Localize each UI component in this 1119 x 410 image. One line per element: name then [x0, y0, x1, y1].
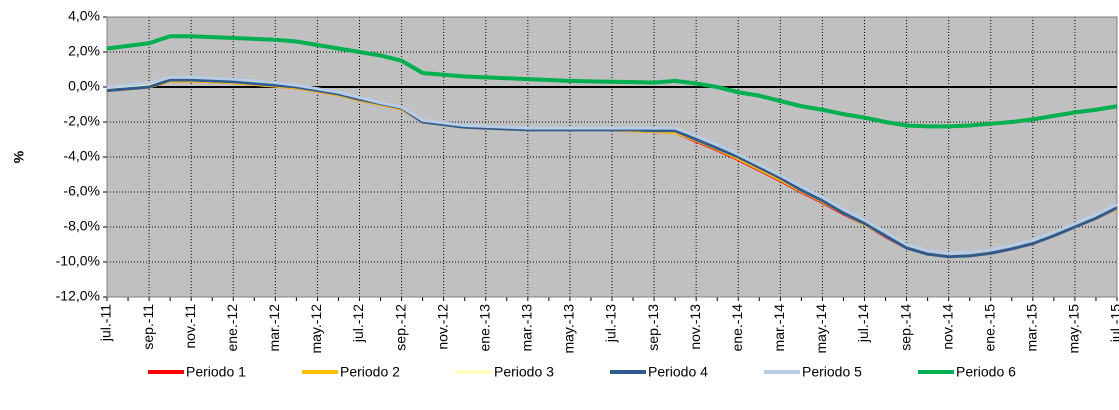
y-tick-label: -2,0%: [63, 113, 100, 129]
x-tick-label: jul.-13: [603, 304, 619, 343]
plot-border: [106, 16, 1118, 298]
x-tick-label: mar.-13: [519, 304, 535, 352]
x-tick-label: mar.-15: [1024, 304, 1040, 352]
x-tick-label: nov.-13: [687, 304, 703, 350]
legend-label: Periodo 2: [340, 364, 400, 380]
x-tick-label: may.-14: [813, 304, 829, 354]
x-tick-label: may.-13: [561, 304, 577, 354]
x-tick-label: sep.-11: [140, 304, 156, 350]
x-tick-label: ene.-13: [476, 304, 492, 352]
x-tick-label: ene.-15: [981, 304, 997, 352]
x-tick-label: ene.-12: [224, 304, 240, 352]
x-tick-label: jul.-14: [855, 304, 871, 343]
x-tick-label: nov.-12: [434, 304, 450, 350]
legend-label: Periodo 1: [186, 364, 246, 380]
x-tick-label: ene.-14: [729, 304, 745, 352]
x-tick-label: jul.-12: [350, 304, 366, 343]
y-axis-label: %: [11, 150, 27, 163]
x-tick-label: sep.-14: [897, 304, 913, 351]
x-tick-label: jul.-15: [1108, 304, 1119, 343]
x-tick-label: mar.-14: [771, 304, 787, 352]
series-line: [106, 75, 1118, 255]
x-tick-label: sep.-12: [392, 304, 408, 351]
legend-label: Periodo 4: [648, 364, 708, 380]
x-tick-label: nov.-11: [182, 304, 198, 349]
legend-label: Periodo 5: [802, 364, 862, 380]
y-tick-label: 2,0%: [68, 43, 100, 59]
y-tick-label: -12,0%: [56, 288, 100, 304]
y-tick-label: 4,0%: [68, 8, 100, 24]
y-tick-label: 0,0%: [68, 78, 100, 94]
legend-label: Periodo 6: [956, 364, 1016, 380]
y-tick-label: -4,0%: [63, 148, 100, 164]
x-tick-label: nov.-14: [939, 304, 955, 350]
y-tick-label: -6,0%: [63, 183, 100, 199]
x-tick-label: jul.-11: [98, 304, 114, 342]
y-tick-label: -10,0%: [56, 253, 100, 269]
series-line: [106, 34, 1118, 129]
x-tick-label: mar.-12: [266, 304, 282, 352]
y-tick-label: -8,0%: [63, 218, 100, 234]
x-tick-label: sep.-13: [645, 304, 661, 351]
x-tick-label: may.-12: [308, 304, 324, 354]
series-line: [106, 78, 1118, 259]
legend-label: Periodo 3: [494, 364, 554, 380]
x-tick-label: may.-15: [1066, 304, 1082, 354]
